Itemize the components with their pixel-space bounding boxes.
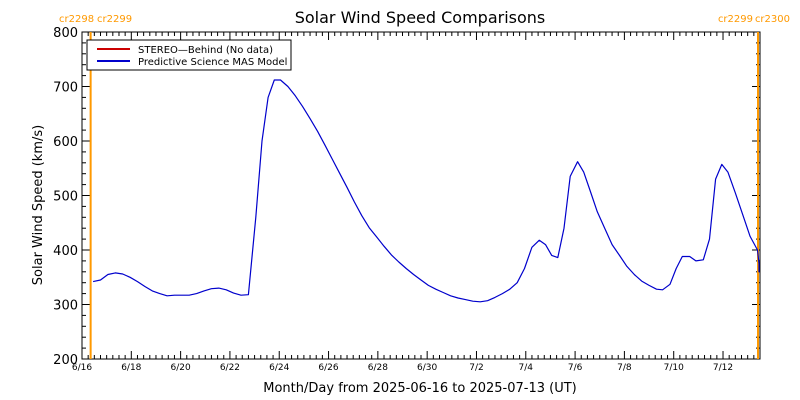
x-tick-label: 6/16: [72, 363, 92, 373]
x-tick-label: 7/8: [617, 363, 632, 373]
carrington-label-right-1: cr2299: [718, 14, 753, 25]
carrington-label-right-2: cr2300: [755, 14, 790, 25]
x-tick-label: 7/12: [713, 363, 733, 373]
chart-title: Solar Wind Speed Comparisons: [295, 8, 546, 27]
y-tick-label: 500: [53, 190, 78, 205]
carrington-label-left-1: cr2298: [59, 14, 94, 25]
x-tick-label: 6/20: [171, 363, 191, 373]
x-tick-label: 7/4: [519, 363, 534, 373]
x-tick-label: 7/6: [568, 363, 583, 373]
x-tick-label: 7/10: [664, 363, 684, 373]
x-tick-label: 6/24: [269, 363, 289, 373]
y-tick-label: 700: [53, 81, 78, 96]
x-tick-label: 6/18: [121, 363, 141, 373]
legend: STEREO—Behind (No data) Predictive Scien…: [86, 39, 292, 71]
y-tick-label: 200: [53, 353, 78, 368]
y-axis-label: Solar Wind Speed (km/s): [31, 125, 46, 285]
y-tick-label: 800: [53, 26, 78, 41]
x-tick-label: 7/2: [469, 363, 483, 373]
legend-label-stereo: STEREO—Behind (No data): [138, 45, 273, 56]
x-tick-label: 6/30: [417, 363, 437, 373]
carrington-label-left-2: cr2299: [97, 14, 132, 25]
y-tick-label: 300: [53, 299, 78, 314]
carrington-labels: cr2298 cr2299 cr2299 cr2300: [59, 14, 790, 25]
plot-area: 200 300 400 500 600 700 800 6/16 6/18 6/20 6/22 6/2…: [53, 26, 761, 373]
legend-box: [86, 39, 292, 71]
x-tick-label: 6/22: [220, 363, 240, 373]
series-line-mas-model: [92, 79, 760, 303]
x-tick-label: 6/26: [318, 363, 338, 373]
x-axis-label: Month/Day from 2025-06-16 to 2025-07-13 …: [263, 381, 576, 396]
x-tick-label: 6/28: [368, 363, 388, 373]
y-tick-label: 600: [53, 135, 78, 150]
legend-label-mas: Predictive Science MAS Model: [138, 57, 287, 68]
y-tick-label: 400: [53, 244, 78, 259]
